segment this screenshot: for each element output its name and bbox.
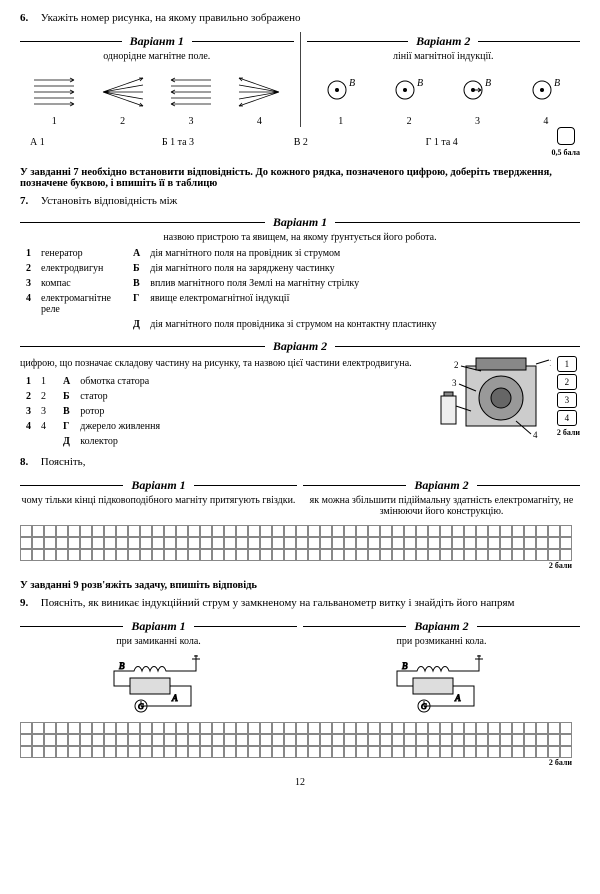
ans-v: В 2 [294,137,406,148]
score: 0,5 бала [551,148,580,157]
q9-text: Поясніть, як виникає індукційний струм у… [41,597,571,609]
circuit-icon: A B G [377,651,507,716]
variant-sub: цифрою, що позначає складову частину на … [20,358,415,369]
field-lines-icon [98,74,148,109]
b-dot-icon: B⃗ [325,74,357,106]
q7-num: 7. [20,195,38,207]
svg-text:G: G [421,702,427,711]
field-lines-icon [29,74,79,109]
question-9: 9. Поясніть, як виникає індукційний стру… [20,597,580,609]
fig-numbers: 1 2 3 4 [307,116,581,127]
n: 1 [52,116,57,127]
n: 2 [407,116,412,127]
svg-text:B: B [402,661,408,671]
variant-sub: назвою пристрою та явищем, на якому ґрун… [20,232,580,243]
page-number: 12 [20,777,580,788]
answer-grid[interactable] [20,525,572,561]
svg-text:B: B [119,661,125,671]
variant-title: Варіант 2 [406,478,476,493]
q6-num: 6. [20,12,38,24]
question-7: 7. Установіть відповідність між [20,195,580,207]
variant-sub: при замиканні кола. [20,636,297,647]
n: 1 [338,116,343,127]
question-6: 6. Укажіть номер рисунка, на якому прави… [20,12,580,24]
ans-a: А 1 [30,137,142,148]
svg-text:1: 1 [549,358,551,368]
n: 4 [257,116,262,127]
n: 3 [188,116,193,127]
svg-text:A: A [454,693,461,703]
q8-num: 8. [20,456,38,468]
variant-sub: при розмиканні кола. [303,636,580,647]
variant-title: Варіант 1 [123,478,193,493]
svg-text:B⃗: B⃗ [554,78,562,89]
q7-text: Установіть відповідність між [41,195,571,207]
q8-text: Поясніть, [41,456,571,468]
variant-sub: як можна збільшити підіймальну здатність… [303,495,580,517]
answer-box[interactable]: 1 [557,356,577,372]
svg-text:2: 2 [454,360,459,370]
q9-variant-2: Варіант 2 при розмиканні кола. A B G [303,617,580,718]
q8-variant-2: Варіант 2 як можна збільшити підіймальну… [303,476,580,521]
n: 2 [120,116,125,127]
instruction-7: У завданні 7 необхідно встановити відпов… [20,167,580,189]
q6-text: Укажіть номер рисунка, на якому правильн… [41,12,571,24]
ans-b: Б 1 та 3 [162,137,274,148]
score: 2 бали [557,428,580,437]
q9-variant-1: Варіант 1 при замиканні кола. A B G [20,617,297,718]
q6-v1-figures [20,66,294,116]
q7-v2-table: 11Аобмотка статора 22Бстатор 33Вротор 44… [20,373,415,450]
n: 3 [475,116,480,127]
svg-text:B⃗: B⃗ [349,78,357,89]
q7-answer-boxes: 1 2 3 4 2 бали [557,356,580,437]
ans-g: Г 1 та 4 [426,137,538,148]
svg-text:4: 4 [533,430,538,440]
q6-answers: А 1 Б 1 та 3 В 2 Г 1 та 4 [20,135,547,150]
variant-title: Варіант 1 [122,34,192,49]
variant-title: Варіант 2 [408,34,478,49]
field-lines-icon [234,74,284,109]
answer-box[interactable]: 4 [557,410,577,426]
answer-box[interactable]: 2 [557,374,577,390]
n: 4 [543,116,548,127]
variant-sub: чому тільки кінці підковоподібного магні… [20,495,297,506]
instruction-9: У завданні 9 розв'яжіть задачу, впишіть … [20,580,580,591]
answer-box[interactable]: 3 [557,392,577,408]
variant-title: Варіант 1 [265,215,335,230]
variant-title: Варіант 2 [265,339,335,354]
q9-num: 9. [20,597,38,609]
variant-sub: лінії магнітної індукції. [307,51,581,62]
variant-title: Варіант 2 [406,619,476,634]
q8-variant-1: Варіант 1 чому тільки кінці підковоподіб… [20,476,297,521]
score: 2 бали [20,758,572,767]
fig-numbers: 1 2 3 4 [20,116,294,127]
svg-text:3: 3 [452,378,457,388]
field-lines-icon [166,74,216,109]
motor-diagram-icon: 1 2 3 4 [421,356,551,446]
q6-variant-1: Варіант 1 однорідне магнітне поле. 1 2 3… [20,32,294,127]
question-8: 8. Поясніть, [20,456,580,468]
q6-variant-2: Варіант 2 лінії магнітної індукції. B⃗ B… [307,32,581,127]
b-dot-icon: B⃗ [530,74,562,106]
q7-v1-table: 1генераторАдія магнітного поля на провід… [20,245,580,333]
circuit-icon: A B G [94,651,224,716]
svg-text:B⃗: B⃗ [417,78,425,89]
svg-text:A: A [171,693,178,703]
score: 2 бали [20,561,572,570]
answer-box[interactable] [557,127,575,145]
svg-text:B⃗: B⃗ [485,78,493,89]
answer-grid[interactable] [20,722,572,758]
b-dot-icon: B⃗ [393,74,425,106]
svg-text:G: G [138,702,144,711]
variant-title: Варіант 1 [123,619,193,634]
variant-sub: однорідне магнітне поле. [20,51,294,62]
b-arrow-icon: B⃗ [461,74,493,106]
q6-v2-figures: B⃗ B⃗ B⃗ B⃗ [307,66,581,116]
